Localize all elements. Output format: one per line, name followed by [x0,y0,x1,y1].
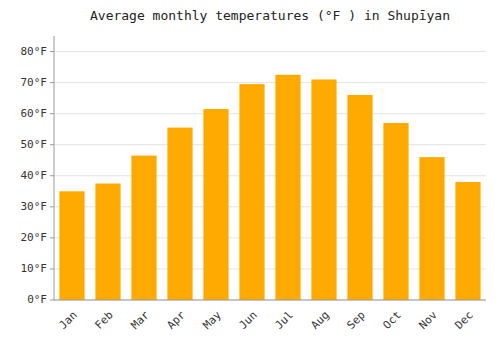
tick-mark [50,113,54,114]
grid-line [54,113,486,114]
grid-line [54,51,486,52]
tick-mark [50,206,54,207]
grid-line [54,144,486,145]
bar [239,84,264,300]
chart-container: 0°F 10°F 20°F 30°F 40°F 50°F 60°F 70°F 80°F Jan Fe… [0,0,500,350]
y-axis-line [54,36,55,300]
bar [383,123,408,300]
y-tick-label: 50°F [21,138,48,151]
x-tick-label: May [201,308,225,332]
tick-mark [50,268,54,269]
bar [131,156,156,300]
tick-mark [50,51,54,52]
grid-line [54,82,486,83]
x-tick-label: Jan [57,309,80,332]
chart-svg: 0°F 10°F 20°F 30°F 40°F 50°F 60°F 70°F 80°F Jan Fe… [0,0,500,350]
tick-mark [50,300,54,301]
y-tick-label: 40°F [21,169,48,182]
y-tick-label: 10°F [21,262,48,275]
bar [95,184,120,300]
x-tick-label: Aug [309,309,332,332]
y-tick-label: 20°F [21,231,48,244]
x-axis: Jan Feb Mar Apr May Jun Jul Aug Sep Oct Nov Dec [57,308,476,332]
bar [203,109,228,300]
x-tick-label: Dec [453,309,476,332]
bar [275,75,300,300]
x-tick-label: Oct [381,309,404,332]
y-tick-label: 80°F [21,45,48,58]
bar [347,95,372,300]
bars [59,75,480,300]
y-axis: 0°F 10°F 20°F 30°F 40°F 50°F 60°F 70°F 80°F [21,45,487,306]
tick-mark [50,175,54,176]
x-tick-label: Jun [237,309,260,332]
bar [167,128,192,300]
tick-mark [50,144,54,145]
x-tick-label: Sep [345,309,368,332]
grid-line [54,300,486,301]
tick-mark [50,82,54,83]
bar [419,157,444,300]
x-tick-label: Apr [165,308,189,332]
bar [455,182,480,300]
x-tick-label: Feb [93,309,116,332]
tick-mark [50,237,54,238]
bar [311,79,336,300]
x-tick-label: Mar [129,308,153,332]
x-tick-label: Nov [417,308,441,332]
chart-title: Average monthly temperatures (°F ) in Sh… [90,8,450,23]
x-axis-line [54,300,486,301]
y-tick-label: 60°F [21,107,48,120]
y-tick-label: 70°F [21,76,48,89]
x-tick-label: Jul [273,309,296,332]
y-tick-label: 0°F [27,293,47,306]
y-tick-label: 30°F [21,200,48,213]
bar [59,191,84,300]
